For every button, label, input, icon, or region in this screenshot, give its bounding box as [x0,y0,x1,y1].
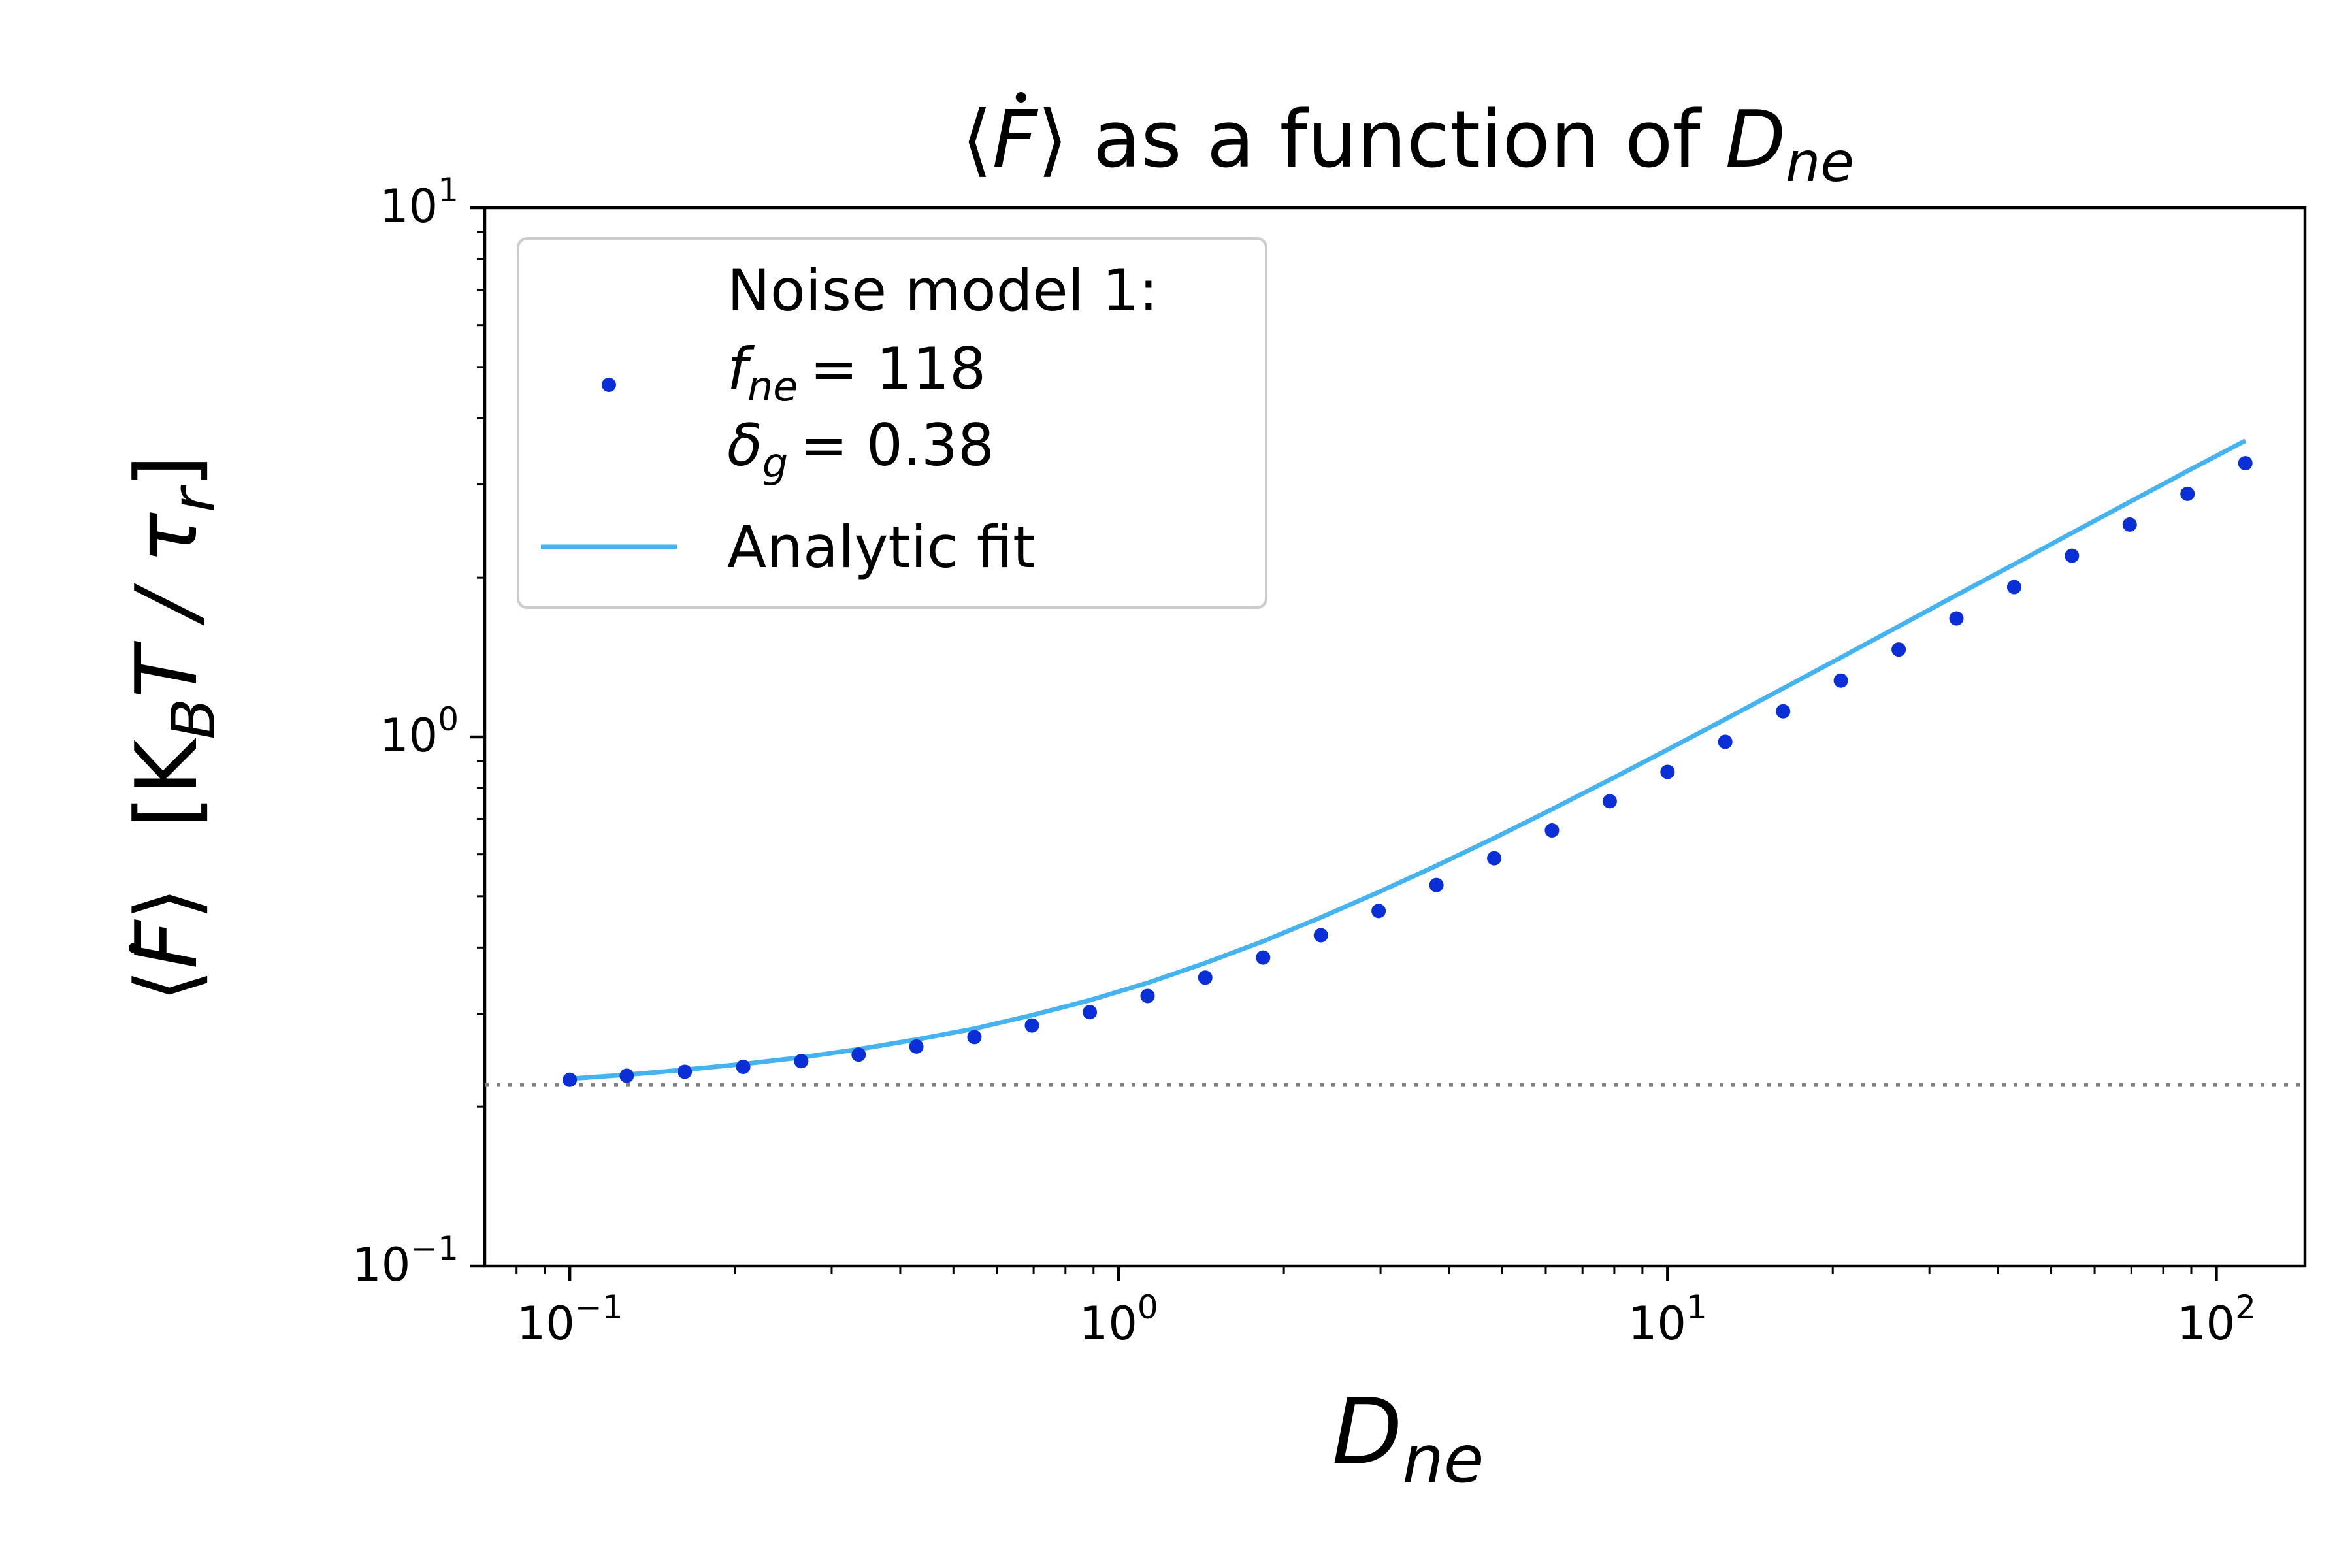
data-point [1313,928,1328,943]
data-point [563,1072,578,1087]
x-tick-base: 10 [1628,1297,1686,1350]
data-point [736,1059,751,1074]
legend-f-value: = 118 [809,335,986,402]
analytic-fit-line [569,438,2247,1081]
data-point [1544,823,1560,838]
title-symbol: F [992,95,1039,186]
data-point [1487,851,1502,866]
data-point [1602,794,1617,809]
data-point [1833,673,1848,688]
y-tick-exp: 0 [438,700,459,738]
data-point [967,1030,982,1045]
data-point [851,1047,866,1062]
data-point [1429,877,1444,892]
y-tick-base: 10 [380,180,438,233]
data-point [2238,456,2253,471]
y-label-units-tau: τ [117,512,216,564]
data-point [1949,611,1964,626]
legend-delta-symbol: δ [727,412,762,479]
data-point [1891,642,1906,657]
data-point [1718,734,1733,749]
x-tick-exp: 1 [1686,1288,1707,1326]
x-tick-exp: 0 [1137,1288,1158,1326]
data-point [678,1064,693,1079]
x-tick-base: 10 [517,1297,575,1350]
legend-label-line2: fne = 118 [727,335,986,410]
x-label-sub: ne [1402,1421,1484,1497]
y-tick-label: 10−1 [352,1230,459,1292]
y-label-dot-accent [129,943,139,953]
y-tick-base: 10 [352,1238,410,1292]
x-tick-label: 102 [2177,1288,2256,1350]
title-dot-accent [1015,92,1026,103]
y-tick-exp: −1 [410,1230,459,1267]
y-label-units-close: ] [117,455,216,488]
title-text: ⟩ as a function of [1037,95,1725,186]
y-label-close: ⟩ [117,887,216,921]
x-tick-exp: −1 [575,1288,623,1326]
y-label-open: ⟨ [117,969,216,1002]
x-tick-label: 100 [1079,1288,1158,1350]
data-point [1776,704,1791,719]
data-point [909,1039,924,1054]
y-tick-label: 101 [380,171,459,233]
data-point [1140,988,1155,1004]
x-tick-base: 10 [2177,1297,2235,1350]
legend-marker-dots [602,378,616,392]
data-point [1024,1018,1039,1033]
x-label-main: D [1332,1379,1403,1486]
x-axis-label: Dne [1332,1379,1484,1497]
y-label-units-t: T / [117,564,216,698]
legend-box [517,237,1267,609]
legend-label-fit: Analytic fit [727,514,1036,581]
y-tick-label: 100 [380,700,459,762]
y-axis-label: ⟨F⟩[KBT / τr] [117,455,229,1002]
chart-title: ⟨F⟩ as a function of Dne [962,95,1854,194]
data-point [2006,580,2021,595]
data-point [2180,486,2195,501]
analytic-fit-series [569,438,2247,1081]
y-tick-base: 10 [380,709,438,762]
x-tick-base: 10 [1079,1297,1137,1350]
data-point [2065,548,2080,563]
svg-text:⟨F⟩[KBT / τr]: ⟨F⟩[KBT / τr] [117,455,229,1002]
data-point [794,1054,809,1069]
legend-f-sub: ne [747,363,798,410]
legend: Noise model 1: fne = 118 δg = 0.38 Analyti… [517,237,1267,609]
legend-delta-value: = 0.38 [800,412,994,479]
data-point [1660,764,1675,779]
y-tick-exp: 1 [438,171,459,209]
y-label-units-sub-r: r [159,485,229,513]
x-tick-label: 101 [1628,1288,1707,1350]
x-tick-label: 10−1 [517,1288,623,1350]
title-var: D [1725,95,1786,186]
data-point [619,1068,634,1083]
legend-label-line3: δg = 0.38 [727,412,994,487]
data-point [2122,517,2137,532]
title-open-bracket: ⟨ [962,95,992,186]
noise-model-series [563,456,2253,1087]
data-point [1198,970,1213,985]
data-point [1256,950,1271,965]
data-point [1083,1005,1098,1020]
y-label-units-sub-b: B [159,698,229,740]
legend-delta-sub: g [762,439,788,487]
title-var-sub: ne [1786,130,1854,194]
data-point [1371,904,1386,919]
legend-label-line1: Noise model 1: [727,257,1158,324]
y-label-units-open: [K [117,738,216,828]
x-tick-exp: 2 [2235,1288,2256,1326]
